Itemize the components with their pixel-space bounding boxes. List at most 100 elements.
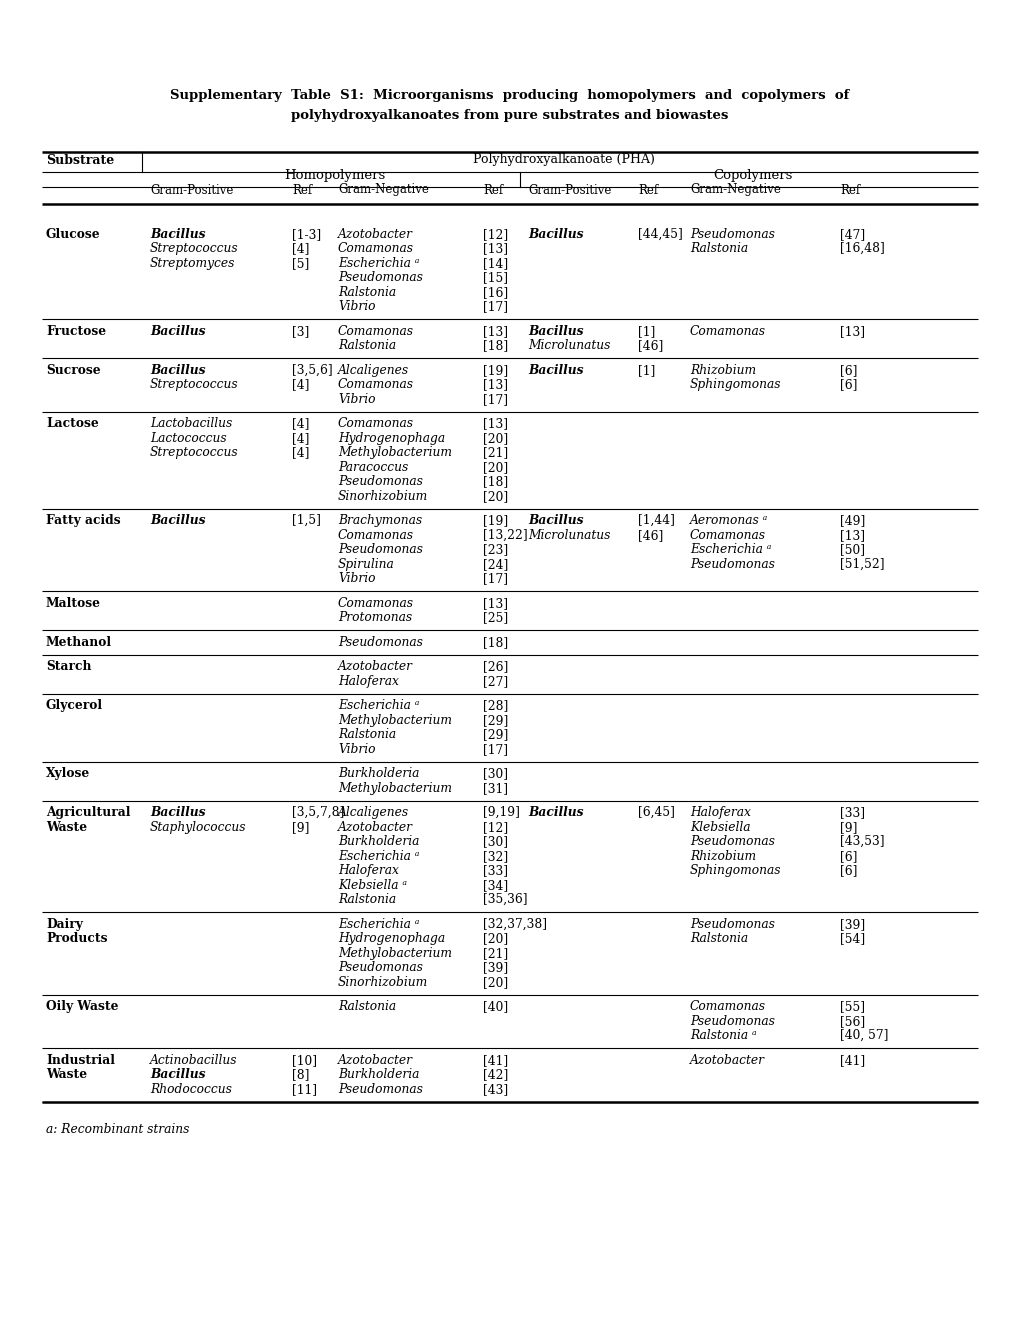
Text: [41]: [41] (840, 1053, 864, 1067)
Text: Glycerol: Glycerol (46, 700, 103, 713)
Text: [46]: [46] (637, 339, 662, 352)
Text: [30]: [30] (483, 767, 507, 780)
Text: [13]: [13] (483, 597, 507, 610)
Text: Oily Waste: Oily Waste (46, 1001, 118, 1014)
Text: polyhydroxyalkanoates from pure substrates and biowastes: polyhydroxyalkanoates from pure substrat… (291, 108, 728, 121)
Text: [23]: [23] (483, 544, 507, 556)
Text: Fructose: Fructose (46, 325, 106, 338)
Text: [8]: [8] (291, 1068, 309, 1081)
Text: [6,45]: [6,45] (637, 807, 675, 820)
Text: [13,22]: [13,22] (483, 529, 527, 541)
Text: Comamonas: Comamonas (689, 529, 765, 541)
Text: Ref: Ref (483, 183, 502, 197)
Text: Bacillus: Bacillus (528, 325, 583, 338)
Text: Streptococcus: Streptococcus (150, 243, 238, 255)
Text: Burkholderia: Burkholderia (337, 767, 419, 780)
Text: Bacillus: Bacillus (150, 325, 205, 338)
Text: Alcaligenes: Alcaligenes (337, 807, 409, 820)
Text: Waste: Waste (46, 1068, 87, 1081)
Text: [1,5]: [1,5] (291, 515, 321, 527)
Text: Pseudomonas: Pseudomonas (689, 1015, 774, 1028)
Text: Methylobacterium: Methylobacterium (337, 714, 451, 727)
Text: Lactobacillus: Lactobacillus (150, 417, 232, 430)
Text: Pseudomonas: Pseudomonas (689, 558, 774, 570)
Text: Copolymers: Copolymers (712, 169, 792, 181)
Text: [56]: [56] (840, 1015, 864, 1028)
Text: Comamonas: Comamonas (337, 379, 414, 391)
Text: Sinorhizobium: Sinorhizobium (337, 490, 428, 503)
Text: Comamonas: Comamonas (337, 325, 414, 338)
Text: Rhizobium: Rhizobium (689, 364, 755, 376)
Text: Products: Products (46, 932, 107, 945)
Text: Bacillus: Bacillus (528, 515, 583, 527)
Text: [20]: [20] (483, 932, 507, 945)
Text: Ralstonia: Ralstonia (689, 243, 747, 255)
Text: Gram-Positive: Gram-Positive (528, 183, 610, 197)
Text: [4]: [4] (291, 243, 309, 255)
Text: Hydrogenophaga: Hydrogenophaga (337, 932, 444, 945)
Text: [28]: [28] (483, 700, 507, 713)
Text: Ralstonia: Ralstonia (337, 1001, 395, 1014)
Text: Sucrose: Sucrose (46, 364, 101, 376)
Text: Polyhydroxyalkanoate (PHA): Polyhydroxyalkanoate (PHA) (473, 153, 654, 166)
Text: Brachymonas: Brachymonas (337, 515, 422, 527)
Text: [3,5,7,8]: [3,5,7,8] (291, 807, 344, 820)
Text: Bacillus: Bacillus (150, 1068, 205, 1081)
Text: Fatty acids: Fatty acids (46, 515, 120, 527)
Text: [50]: [50] (840, 544, 864, 556)
Text: [35,36]: [35,36] (483, 894, 527, 907)
Text: [17]: [17] (483, 743, 507, 756)
Text: [29]: [29] (483, 729, 507, 742)
Text: [9,19]: [9,19] (483, 807, 520, 820)
Text: [25]: [25] (483, 611, 507, 624)
Text: Starch: Starch (46, 660, 92, 673)
Text: Microlunatus: Microlunatus (528, 529, 609, 541)
Text: [6]: [6] (840, 379, 857, 391)
Text: Rhodococcus: Rhodococcus (150, 1082, 231, 1096)
Text: [29]: [29] (483, 714, 507, 727)
Text: Sphingomonas: Sphingomonas (689, 865, 781, 878)
Text: Haloferax: Haloferax (337, 675, 398, 688)
Text: [20]: [20] (483, 432, 507, 445)
Text: [39]: [39] (840, 917, 864, 931)
Text: Methylobacterium: Methylobacterium (337, 446, 451, 459)
Text: Pseudomonas: Pseudomonas (689, 836, 774, 849)
Text: [14]: [14] (483, 257, 507, 269)
Text: [13]: [13] (840, 529, 864, 541)
Text: Azotobacter: Azotobacter (337, 1053, 413, 1067)
Text: Lactose: Lactose (46, 417, 99, 430)
Text: Comamonas: Comamonas (689, 1001, 765, 1014)
Text: [20]: [20] (483, 975, 507, 989)
Text: [40]: [40] (483, 1001, 507, 1014)
Text: Bacillus: Bacillus (528, 807, 583, 820)
Text: Bacillus: Bacillus (150, 228, 205, 240)
Text: [6]: [6] (840, 850, 857, 863)
Text: Klebsiella ᵃ: Klebsiella ᵃ (337, 879, 407, 892)
Text: Bacillus: Bacillus (150, 515, 205, 527)
Text: [34]: [34] (483, 879, 507, 892)
Text: [43]: [43] (483, 1082, 507, 1096)
Text: [18]: [18] (483, 339, 507, 352)
Text: Azotobacter: Azotobacter (337, 660, 413, 673)
Text: [33]: [33] (483, 865, 507, 878)
Text: [19]: [19] (483, 515, 507, 527)
Text: Ralstonia ᵃ: Ralstonia ᵃ (689, 1030, 756, 1043)
Text: Escherichia ᵃ: Escherichia ᵃ (689, 544, 770, 556)
Text: Staphylococcus: Staphylococcus (150, 821, 247, 834)
Text: Bacillus: Bacillus (528, 364, 583, 376)
Text: Methylobacterium: Methylobacterium (337, 946, 451, 960)
Text: [10]: [10] (291, 1053, 317, 1067)
Text: [47]: [47] (840, 228, 864, 240)
Text: Comamonas: Comamonas (337, 597, 414, 610)
Text: Escherichia ᵃ: Escherichia ᵃ (337, 917, 419, 931)
Text: [1]: [1] (637, 364, 654, 376)
Text: Gram-Positive: Gram-Positive (150, 183, 233, 197)
Text: Bacillus: Bacillus (150, 807, 205, 820)
Text: [32,37,38]: [32,37,38] (483, 917, 546, 931)
Text: [11]: [11] (291, 1082, 317, 1096)
Text: [51,52]: [51,52] (840, 558, 883, 570)
Text: Pseudomonas: Pseudomonas (337, 636, 423, 648)
Text: Industrial: Industrial (46, 1053, 115, 1067)
Text: Xylose: Xylose (46, 767, 90, 780)
Text: Azotobacter: Azotobacter (689, 1053, 764, 1067)
